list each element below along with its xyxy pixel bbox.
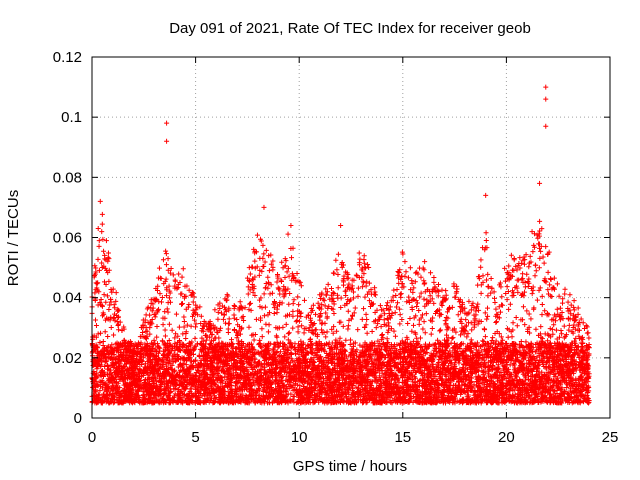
data-point [539,369,545,375]
data-point [181,377,187,383]
data-point [488,359,494,365]
data-point [376,368,382,374]
data-point [96,392,102,398]
data-point [464,376,470,382]
data-point [474,340,480,346]
data-point [530,354,536,360]
data-point [281,352,287,358]
data-point [292,341,298,347]
data-point [308,356,314,362]
data-point [218,360,224,366]
data-point [379,370,385,376]
data-point [372,340,378,346]
data-point [110,375,116,381]
chart-title: Day 091 of 2021, Rate Of TEC Index for r… [169,20,531,37]
data-point [404,377,410,383]
data-point [261,342,267,348]
data-point [272,369,278,375]
data-point [353,384,359,390]
data-point [308,349,314,355]
data-point [347,378,353,384]
data-point [404,391,410,397]
data-point [351,380,357,386]
data-point [94,366,100,372]
data-point [355,385,361,391]
data-point [411,357,417,363]
data-point [468,369,474,375]
data-point [431,342,437,348]
data-point [416,342,422,348]
data-point [267,367,273,373]
data-point [559,340,565,346]
data-point [408,388,414,394]
data-point [278,349,284,355]
data-point [163,377,169,383]
data-point [224,377,230,383]
data-point [558,386,564,392]
data-point [392,345,398,351]
data-point [552,374,558,380]
data-points [89,84,592,406]
data-point [377,347,382,353]
data-point [467,340,473,346]
data-point [241,360,247,366]
data-point [98,373,104,379]
data-point [531,353,537,359]
data-point [352,340,358,346]
data-point [215,384,221,390]
data-point [256,383,262,389]
data-point [284,386,290,392]
data-point [415,358,421,364]
data-point [471,382,477,388]
data-point [507,362,513,368]
data-point [372,377,378,383]
data-point [448,340,454,346]
data-point [526,352,532,358]
data-point [214,367,220,373]
data-point [457,341,463,347]
data-point [460,341,466,347]
data-point [155,368,161,374]
data-point [149,340,155,346]
